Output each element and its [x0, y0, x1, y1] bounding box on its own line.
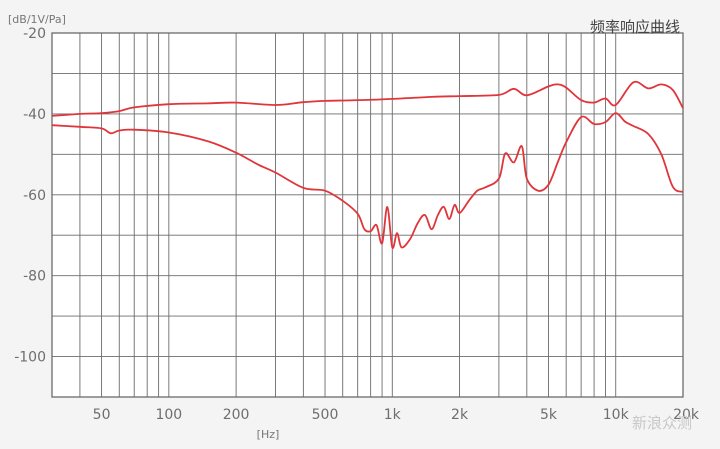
x-tick-label: 2k: [451, 407, 469, 423]
watermark-text: 新浪众测: [632, 414, 692, 432]
y-axis-tick-labels: -20 -40 -60 -80 -100: [14, 26, 46, 366]
y-axis-label: [dB/1V/Pa]: [8, 13, 66, 26]
y-tick-label: -20: [23, 26, 46, 42]
x-tick-label: 1k: [384, 407, 402, 423]
x-axis-label: [Hz]: [257, 428, 280, 441]
x-tick-label: 100: [155, 407, 182, 423]
y-tick-label: -40: [23, 107, 46, 123]
series-line-1: [51, 80, 684, 117]
series-layer: [51, 80, 684, 249]
series-line-2: [51, 112, 684, 249]
grid-lines-level: [52, 72, 683, 358]
y-tick-label: -60: [23, 188, 46, 204]
plot-frame: [51, 32, 684, 398]
plot-background: [52, 33, 683, 397]
y-tick-label: -100: [14, 350, 46, 366]
x-tick-label: 10k: [603, 407, 630, 423]
x-tick-label: 50: [93, 407, 111, 423]
x-axis-tick-labels: 50 100 200 500 1k 2k 5k 10k 20k: [93, 407, 700, 423]
x-tick-label: 500: [312, 407, 339, 423]
x-tick-label: 20k: [673, 407, 700, 423]
y-tick-label: -80: [23, 269, 46, 285]
x-tick-label: 5k: [540, 407, 558, 423]
chart-title: 频率响应曲线: [590, 18, 680, 36]
x-tick-label: 200: [223, 407, 250, 423]
